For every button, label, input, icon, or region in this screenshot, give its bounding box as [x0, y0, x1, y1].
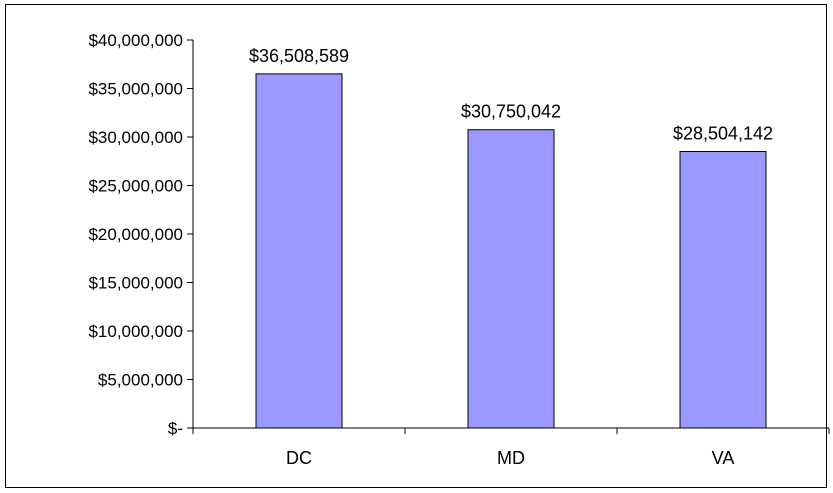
bars: $36,508,589 $30,750,042 $28,504,142 [249, 46, 773, 429]
data-label-md: $30,750,042 [461, 102, 561, 122]
y-tick-label: $25,000,000 [88, 177, 183, 196]
data-label-va: $28,504,142 [673, 124, 773, 144]
x-category-label-dc: DC [286, 448, 312, 468]
y-tick-label: $15,000,000 [88, 274, 183, 293]
y-tick-label: $10,000,000 [88, 322, 183, 341]
bar-va [679, 151, 767, 429]
y-tick-label: $40,000,000 [88, 31, 183, 50]
y-axis-ticks: $- $5,000,000 $10,000,000 $15,000,000 $20,00… [88, 31, 193, 438]
y-tick-label: $35,000,000 [88, 80, 183, 99]
x-category-label-md: MD [497, 448, 525, 468]
x-category-label-va: VA [712, 448, 735, 468]
y-tick-label: $- [168, 419, 183, 438]
x-axis-ticks: DC MD VA [192, 428, 830, 468]
data-label-dc: $36,508,589 [249, 46, 349, 66]
y-tick-label: $5,000,000 [98, 371, 183, 390]
bar-md [467, 129, 555, 429]
y-tick-label: $20,000,000 [88, 225, 183, 244]
bar-dc [255, 73, 343, 429]
y-tick-label: $30,000,000 [88, 128, 183, 147]
